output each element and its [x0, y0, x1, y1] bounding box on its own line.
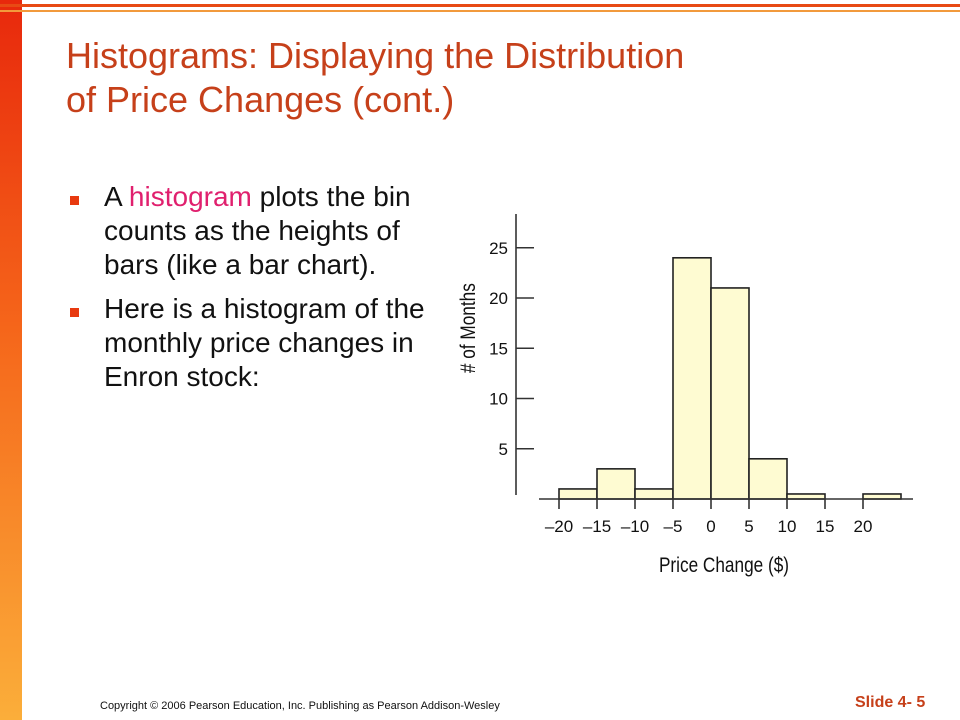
slide-title-line-1: Histograms: Displaying the Distribution [66, 35, 685, 76]
x-tick-label: 10 [778, 517, 797, 536]
y-tick-label: 20 [489, 289, 508, 308]
bullet-item: A histogram plots the bin counts as the … [68, 180, 440, 282]
y-tick-label: 5 [499, 440, 508, 459]
highlight-term: histogram [128, 181, 252, 212]
x-tick-label: –10 [621, 517, 649, 536]
histogram-chart: 5 10 15 20 25 –20 –15 –10 –5 0 5 10 15 20 Price Chang… [458, 214, 913, 578]
x-tick-label: 15 [816, 517, 835, 536]
bullet-marker [70, 196, 79, 205]
histogram-bar [558, 488, 598, 500]
histogram-bar [634, 488, 674, 500]
slide-number: Slide 4- 5 [855, 694, 926, 711]
top-rule-line-thin [0, 10, 960, 12]
bullet-text-pre: A [104, 181, 129, 212]
left-accent-bar [0, 0, 22, 720]
y-tick-label: 15 [489, 339, 508, 358]
slide-title: Histograms: Displaying the Distribution … [66, 34, 936, 122]
bars-layer [558, 256, 902, 500]
x-axis-label: Price Change ($) [659, 555, 789, 578]
bullet-item: Here is a histogram of the monthly price… [68, 292, 440, 394]
x-tick-label: 0 [706, 517, 715, 536]
footer-copyright: Copyright © 2006 Pearson Education, Inc.… [100, 700, 500, 712]
y-tick-label: 10 [489, 390, 508, 409]
histogram-bar [748, 457, 788, 500]
x-tick-label: 5 [744, 517, 753, 536]
histogram-bar [596, 468, 636, 500]
bullet-text-post: plots the bin counts as the heights of b… [104, 181, 411, 280]
axes-layer: 5 10 15 20 25 –20 –15 –10 –5 0 5 10 15 20 [489, 214, 913, 536]
x-tick-label: –20 [545, 517, 573, 536]
x-tick-label: –15 [583, 517, 611, 536]
top-rule [0, 0, 960, 14]
bullet-list: A histogram plots the bin counts as the … [68, 180, 440, 404]
top-rule-line [0, 4, 960, 7]
x-tick-label: –5 [664, 517, 683, 536]
histogram-bar [710, 287, 750, 500]
bullet-text: Here is a histogram of the monthly price… [104, 293, 425, 392]
slide-title-line-2: of Price Changes (cont.) [66, 79, 455, 120]
y-tick-label: 25 [489, 239, 508, 258]
bullet-marker [70, 308, 79, 317]
y-axis-label: # of Months [458, 283, 481, 373]
histogram-bar [672, 256, 712, 500]
x-tick-label: 20 [854, 517, 873, 536]
